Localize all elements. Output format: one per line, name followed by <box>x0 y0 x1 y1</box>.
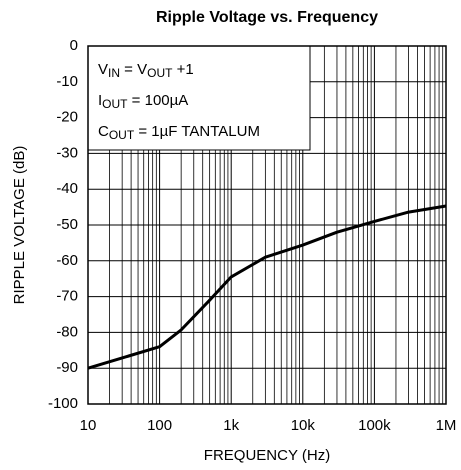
y-tick-label: -80 <box>56 323 78 340</box>
data-line <box>87 204 447 370</box>
y-tick-label: -100 <box>48 395 78 412</box>
y-tick-label: -20 <box>56 109 78 126</box>
x-tick-label: 100k <box>358 417 391 434</box>
plot-frame <box>87 45 447 405</box>
y-tick-label: -10 <box>56 73 78 90</box>
y-tick-label: -70 <box>56 288 78 305</box>
annotation-part: +1 <box>172 61 193 78</box>
y-axis-label: RIPPLE VOLTAGE (dB) <box>11 146 28 305</box>
annotation-part: IN <box>108 66 120 80</box>
y-tick-label: -30 <box>56 144 78 161</box>
annotation-part: OUT <box>147 66 173 80</box>
annotation-part: OUT <box>109 128 135 142</box>
y-tick-label: -50 <box>56 216 78 233</box>
y-tick-label: -40 <box>56 180 78 197</box>
annotation-part: C <box>98 123 109 140</box>
annotation: IOUT = 100µA <box>98 92 188 111</box>
x-tick-label: 10 <box>80 417 97 434</box>
x-tick-label: 1M <box>436 417 457 434</box>
y-tick-label: 0 <box>70 37 78 54</box>
annotation: COUT = 1µF TANTALUM <box>98 123 260 142</box>
annotation-part: OUT <box>102 97 128 111</box>
annotation-part: = 1µF TANTALUM <box>134 123 260 140</box>
y-tick-label: -90 <box>56 359 78 376</box>
chart-title: Ripple Voltage vs. Frequency <box>156 9 378 26</box>
annotation: VIN = VOUT +1 <box>98 61 194 80</box>
x-tick-label: 10k <box>291 417 316 434</box>
annotation-part: = V <box>120 61 147 78</box>
annotation-part: V <box>98 61 108 78</box>
annotation-part: I <box>98 92 102 109</box>
x-axis-label: FREQUENCY (Hz) <box>204 447 330 464</box>
x-tick-label: 1k <box>223 417 239 434</box>
annotation-part: = 100µA <box>128 92 189 109</box>
x-tick-label: 100 <box>147 417 172 434</box>
y-tick-label: -60 <box>56 252 78 269</box>
